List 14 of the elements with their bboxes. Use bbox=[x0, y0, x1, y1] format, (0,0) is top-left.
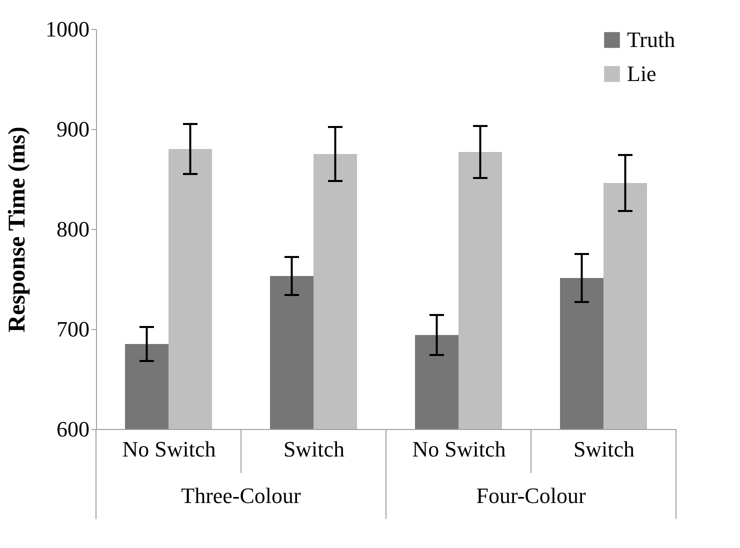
x-tick-label: No Switch bbox=[412, 436, 506, 462]
text: Four-Colour bbox=[476, 483, 586, 508]
y-tick-label: 700 bbox=[56, 316, 90, 342]
text: Three-Colour bbox=[181, 483, 302, 508]
x-tick-label: No Switch bbox=[122, 436, 216, 462]
y-axis-title: Response Time (ms) bbox=[4, 126, 30, 332]
y-tick-label: 900 bbox=[56, 116, 90, 142]
y-tick-label: 800 bbox=[56, 216, 90, 242]
x-tick-label: Switch bbox=[573, 436, 635, 462]
x-tick-label: Switch bbox=[283, 436, 345, 462]
legend-label: Truth bbox=[627, 27, 676, 52]
y-tick-label: 600 bbox=[56, 416, 90, 442]
legend-label: Lie bbox=[627, 61, 656, 86]
y-tick-label: 1000 bbox=[46, 16, 90, 42]
